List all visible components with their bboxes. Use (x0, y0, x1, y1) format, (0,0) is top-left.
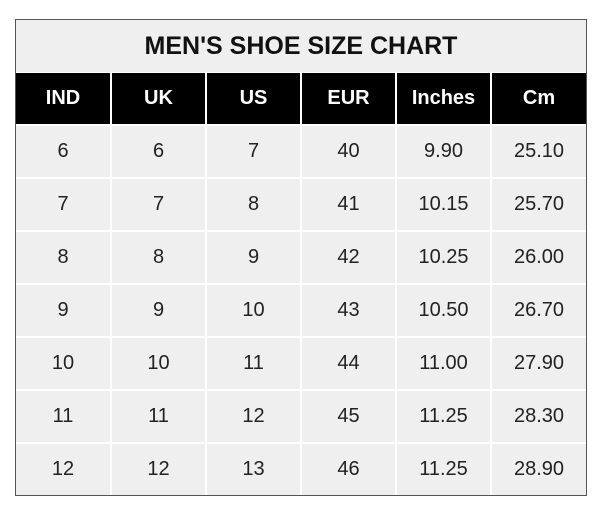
table-cell: 11 (110, 389, 206, 443)
table-cell: 41 (300, 177, 396, 231)
table-cell: 40 (300, 124, 396, 178)
table-cell: 42 (300, 230, 396, 284)
size-table: IND UK US EUR Inches Cm 6 6 7 40 9.90 25.10 7 7 8 41 10… (16, 73, 586, 495)
header-row: IND UK US EUR Inches Cm (16, 73, 586, 125)
table-cell: 45 (300, 389, 396, 443)
table-cell: 8 (16, 230, 111, 284)
table-cell: 11.25 (395, 389, 491, 443)
table-cell: 10.50 (395, 283, 491, 337)
table-cell: 10.25 (395, 230, 491, 284)
table-row: 7 7 8 41 10.15 25.70 (16, 177, 586, 231)
table-cell: 26.00 (490, 230, 586, 284)
table-cell: 46 (300, 442, 396, 495)
table-row: 8 8 9 42 10.25 26.00 (16, 230, 586, 284)
table-cell: 11 (205, 336, 301, 390)
table-cell: 9 (205, 230, 301, 284)
table-cell: 10.15 (395, 177, 491, 231)
table-row: 9 9 10 43 10.50 26.70 (16, 283, 586, 337)
column-header: UK (110, 73, 206, 125)
table-cell: 7 (205, 124, 301, 178)
table-cell: 43 (300, 283, 396, 337)
table-cell: 6 (16, 124, 111, 178)
table-cell: 9.90 (395, 124, 491, 178)
table-cell: 11.25 (395, 442, 491, 495)
table-cell: 11.00 (395, 336, 491, 390)
table-cell: 12 (110, 442, 206, 495)
table-row: 12 12 13 46 11.25 28.90 (16, 442, 586, 495)
table-cell: 25.10 (490, 124, 586, 178)
table-cell: 27.90 (490, 336, 586, 390)
table-cell: 26.70 (490, 283, 586, 337)
column-header: Cm (490, 73, 586, 125)
table-cell: 8 (205, 177, 301, 231)
table-cell: 9 (110, 283, 206, 337)
table-cell: 7 (16, 177, 111, 231)
column-header: Inches (395, 73, 491, 125)
table-cell: 7 (110, 177, 206, 231)
table-cell: 6 (110, 124, 206, 178)
table-cell: 28.30 (490, 389, 586, 443)
table-cell: 44 (300, 336, 396, 390)
table-row: 6 6 7 40 9.90 25.10 (16, 124, 586, 178)
table-cell: 12 (16, 442, 111, 495)
table-cell: 9 (16, 283, 111, 337)
column-header: IND (16, 73, 111, 125)
table-cell: 10 (205, 283, 301, 337)
table-cell: 28.90 (490, 442, 586, 495)
table-cell: 10 (110, 336, 206, 390)
size-chart: MEN'S SHOE SIZE CHART IND UK US EUR Inches Cm… (15, 19, 587, 496)
table-cell: 25.70 (490, 177, 586, 231)
table-row: 10 10 11 44 11.00 27.90 (16, 336, 586, 390)
table-cell: 10 (16, 336, 111, 390)
chart-title: MEN'S SHOE SIZE CHART (16, 20, 586, 73)
table-cell: 12 (205, 389, 301, 443)
column-header: EUR (300, 73, 396, 125)
table-row: 11 11 12 45 11.25 28.30 (16, 389, 586, 443)
column-header: US (205, 73, 301, 125)
table-cell: 11 (16, 389, 111, 443)
table-cell: 13 (205, 442, 301, 495)
table-cell: 8 (110, 230, 206, 284)
